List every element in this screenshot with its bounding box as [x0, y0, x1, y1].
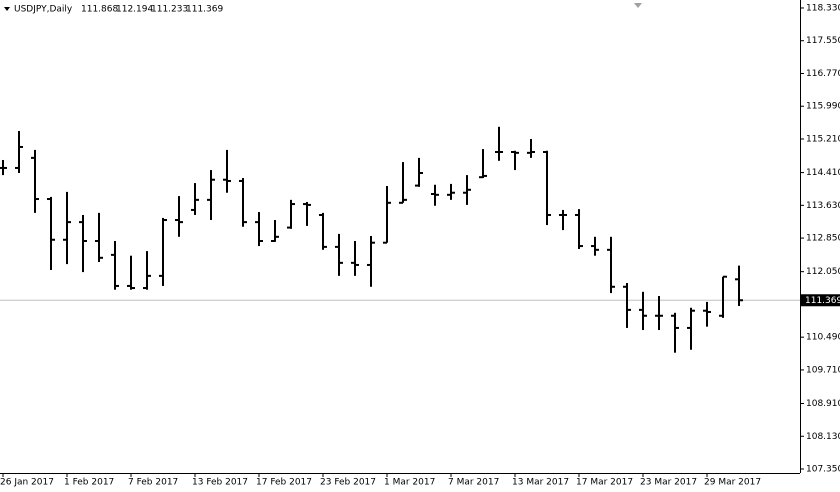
y-tick-label: 116.770	[806, 69, 840, 79]
y-tick-label: 109.710	[806, 365, 840, 375]
x-tick-label: 13 Feb 2017	[192, 478, 248, 488]
header-close: 111.369	[186, 5, 223, 15]
y-tick-label: 113.630	[806, 201, 840, 211]
y-tick-label: 115.210	[806, 134, 840, 144]
x-tick-label: 7 Mar 2017	[448, 478, 499, 488]
x-tick-label: 1 Feb 2017	[64, 478, 114, 488]
x-tick-label: 26 Jan 2017	[0, 478, 54, 488]
y-tick-label: 108.130	[806, 432, 840, 442]
y-tick-label: 107.350	[806, 465, 840, 475]
header-open: 111.868	[81, 5, 118, 15]
x-tick-label: 1 Mar 2017	[384, 478, 435, 488]
header-high: 112.194	[116, 5, 153, 15]
y-tick-label: 114.410	[806, 168, 840, 178]
chart-title: USDJPY,Daily	[14, 5, 73, 15]
y-tick-label: 112.850	[806, 234, 840, 244]
header-low: 111.233	[151, 5, 188, 15]
y-tick-label: 115.990	[806, 102, 840, 112]
x-tick-label: 7 Feb 2017	[128, 478, 178, 488]
y-tick-label: 117.550	[806, 36, 840, 46]
y-tick-label: 112.050	[806, 267, 840, 277]
y-tick-label: 118.330	[806, 3, 840, 13]
x-tick-label: 13 Mar 2017	[512, 478, 569, 488]
x-tick-label: 29 Mar 2017	[704, 478, 761, 488]
y-tick-label: 110.490	[806, 333, 840, 343]
x-tick-label: 23 Mar 2017	[640, 478, 697, 488]
x-tick-label: 17 Mar 2017	[576, 478, 633, 488]
x-tick-label: 23 Feb 2017	[320, 478, 376, 488]
chart-shift-marker[interactable]	[634, 3, 642, 8]
x-tick-label: 17 Feb 2017	[256, 478, 312, 488]
bid-label-box	[801, 294, 840, 307]
bid-label: 111.369	[805, 296, 840, 306]
symbol-menu-icon[interactable]	[4, 7, 10, 11]
y-tick-label: 108.910	[806, 399, 840, 409]
plot-area	[0, 126, 800, 353]
